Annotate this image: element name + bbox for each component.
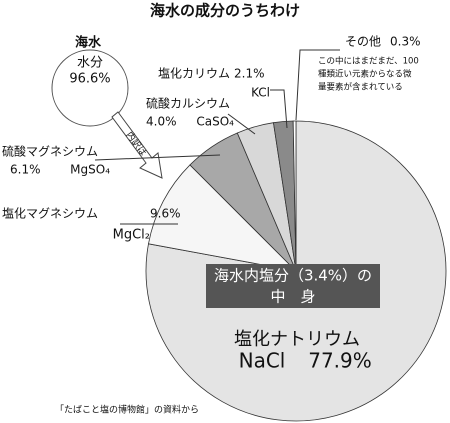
note: 量要素が含まれている bbox=[318, 82, 403, 93]
leader bbox=[227, 113, 256, 135]
note: 種類近い元素からなる微 bbox=[318, 69, 412, 80]
slice-name: 塩化カリウム bbox=[158, 66, 230, 81]
slice-name: その他 bbox=[345, 35, 381, 49]
leaders bbox=[94, 49, 340, 225]
pie-slice bbox=[148, 164, 298, 272]
salt-box bbox=[206, 264, 380, 308]
slice-value-label: 9.6% bbox=[150, 207, 181, 221]
arrow-text: 内訳は bbox=[124, 129, 150, 158]
slice-formula: KCl bbox=[251, 86, 270, 100]
inset-value: 96.6% bbox=[69, 72, 110, 87]
inset-circle bbox=[51, 49, 129, 127]
note: この中にはまだまだ、100 bbox=[318, 56, 419, 67]
slice-name: 硫酸マグネシウム bbox=[2, 144, 98, 159]
slice-formula: MgCl₂ bbox=[113, 228, 150, 243]
salt-box-line: 海水内塩分（3.4%）の bbox=[214, 267, 372, 285]
inset-label: 水分 bbox=[77, 56, 103, 71]
slice-formula: CaSO₄ bbox=[196, 115, 234, 129]
salt-box-line: 中 身 bbox=[270, 288, 315, 306]
slice-value-label: 2.1% bbox=[234, 67, 265, 81]
slice-value-label: 77.9% bbox=[308, 349, 372, 373]
chart-title: 海水の成分のうちわけ bbox=[150, 2, 300, 20]
slice-formula: MgSO₄ bbox=[70, 163, 110, 177]
slice-value-label: 4.0% bbox=[146, 115, 177, 129]
leader bbox=[295, 49, 340, 121]
pie-slice bbox=[292, 120, 297, 272]
leader bbox=[94, 154, 221, 161]
slice-value-label: 0.3% bbox=[390, 35, 421, 49]
slice-name: 塩化マグネシウム bbox=[2, 206, 98, 221]
slice-value-label: 6.1% bbox=[10, 163, 41, 177]
source: 「たばこと塩の博物館」の資料から bbox=[55, 404, 199, 416]
inset-title: 海水 bbox=[75, 35, 102, 51]
slice-name: 硫酸カルシウム bbox=[146, 96, 230, 111]
slice-formula: NaCl bbox=[239, 349, 286, 373]
arrow bbox=[111, 111, 163, 179]
slice-name: 塩化ナトリウム bbox=[234, 329, 360, 350]
leader bbox=[270, 89, 288, 129]
